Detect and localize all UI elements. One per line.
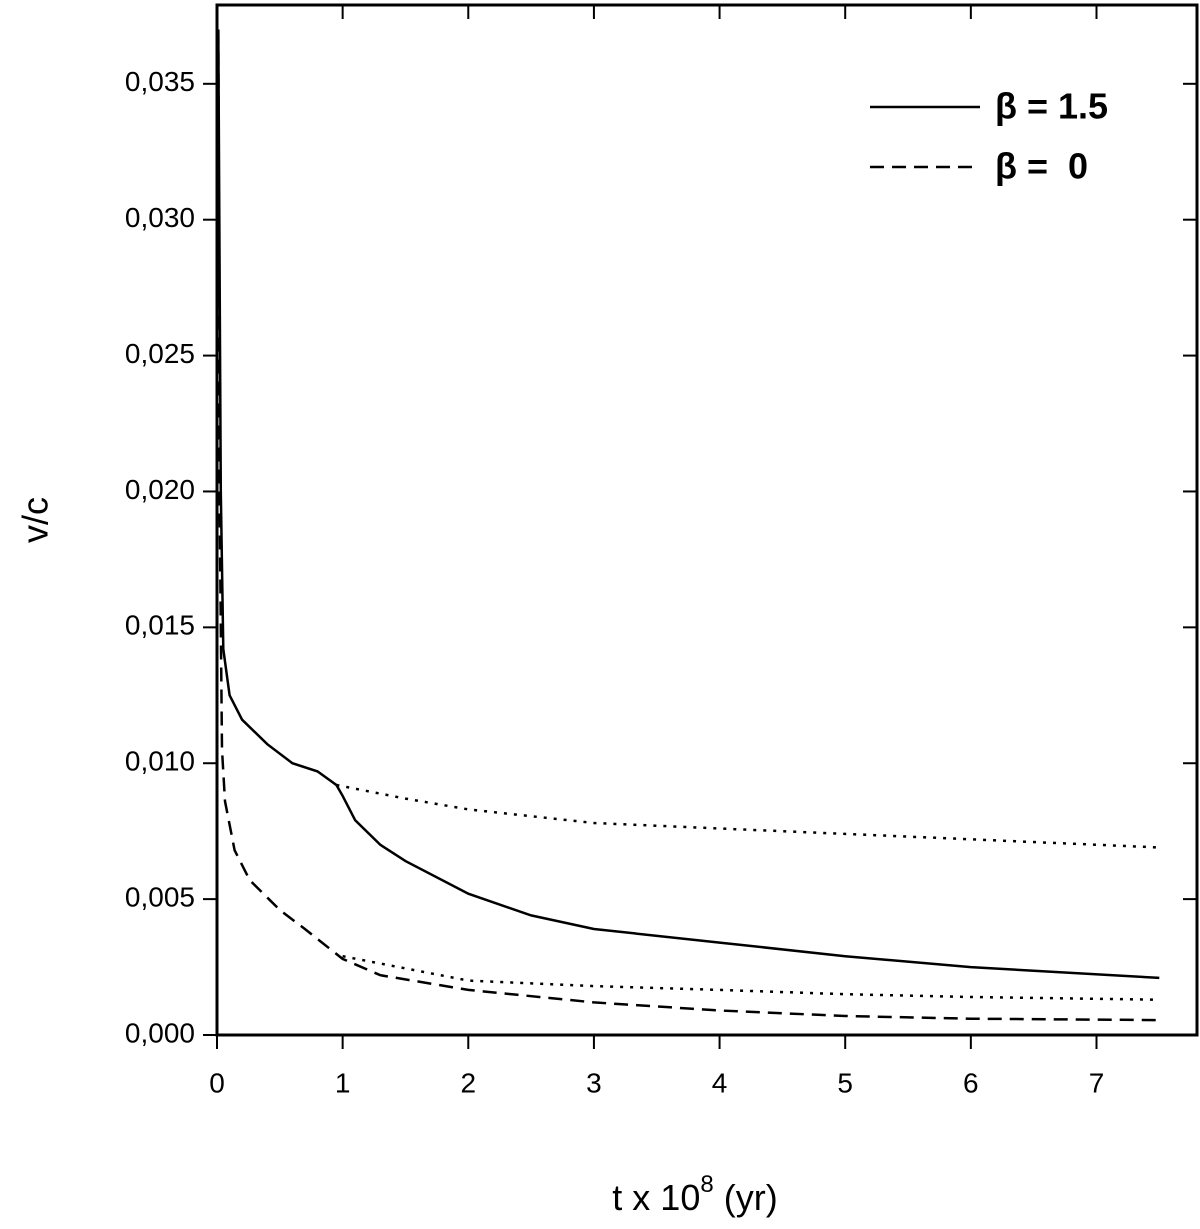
- y-tick-label: 0,030: [125, 202, 195, 233]
- x-label-exponent: 8: [700, 1171, 713, 1198]
- x-label-unit: (yr): [724, 1177, 778, 1218]
- line-series: [336, 783, 1160, 849]
- x-tick-label: 1: [335, 1067, 351, 1098]
- y-tick-label: 0,020: [125, 474, 195, 505]
- y-tick-label: 0,000: [125, 1017, 195, 1048]
- line-series: [217, 29, 1160, 1022]
- x-axis-label: t x 108 (yr): [612, 1171, 777, 1217]
- x-tick-label: 0: [209, 1067, 225, 1098]
- x-tick-label: 2: [460, 1067, 476, 1098]
- line-series: [342, 954, 1160, 1001]
- x-tick-label: 6: [963, 1067, 979, 1098]
- x-tick-label: 4: [712, 1067, 728, 1098]
- y-tick-label: 0,025: [125, 338, 195, 369]
- y-tick-label: 0,005: [125, 882, 195, 913]
- line-series: [217, 29, 1160, 980]
- x-label-base: t x 10: [612, 1177, 700, 1218]
- legend-label: β = 1.5: [995, 86, 1108, 127]
- y-tick-label: 0,010: [125, 746, 195, 777]
- x-tick-label: 3: [586, 1067, 602, 1098]
- x-tick-label: 5: [837, 1067, 853, 1098]
- y-tick-label: 0,015: [125, 610, 195, 641]
- x-tick-label: 7: [1089, 1067, 1105, 1098]
- y-tick-label: 0,035: [125, 66, 195, 97]
- plot-frame: [215, 3, 1199, 1037]
- legend-label: β = 0: [995, 146, 1088, 187]
- y-axis-label: v/c: [15, 497, 56, 543]
